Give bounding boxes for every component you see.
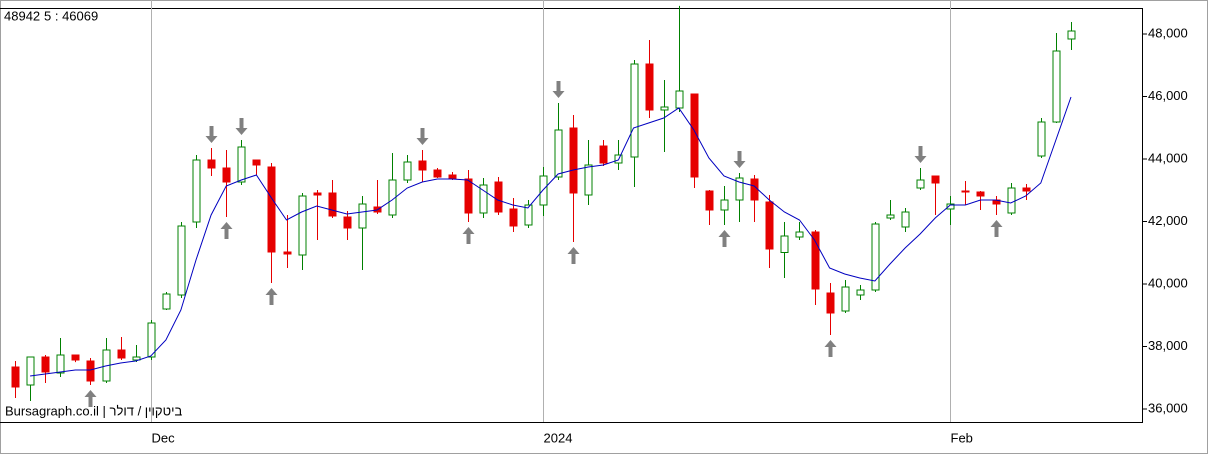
candle-body [705,190,714,211]
candle-body [464,178,473,214]
signal-arrow [914,146,927,163]
candle-body [207,159,216,169]
x-tick-label: Dec [152,430,176,445]
footer: Bursagraph.co.il | ביטקוין / דולר [5,403,182,418]
candle-body [826,292,835,314]
candle-body [509,208,518,227]
signal-arrow [567,247,580,264]
candle-body [765,201,774,250]
signal-arrow [205,126,218,143]
candle-body [1037,121,1046,157]
candle-body [132,356,141,361]
candle-body [1007,187,1016,214]
candle-body [630,63,639,158]
signal-arrow [718,230,731,247]
candle-body [871,223,880,291]
candle-body [192,159,201,223]
candle-body [931,175,940,184]
candle-body [569,127,578,194]
candle-body [916,179,925,189]
candle-body [71,354,80,361]
candle-body [901,211,910,228]
candle-body [252,159,261,166]
y-tick-label: 38,000 [1148,338,1188,353]
signal-arrow [416,128,429,145]
candle-body [313,192,322,196]
ma-label: 5 : 46069 [44,8,98,23]
y-tick-label: 44,000 [1148,150,1188,165]
signal-arrow [552,81,565,98]
candle-body [780,235,789,253]
info-left: 48942 [4,8,40,23]
candle-body [358,203,367,229]
candle-body [267,166,276,253]
candle-body [539,175,548,206]
candle-body [720,199,729,211]
y-tick-label: 40,000 [1148,275,1188,290]
candle-body [283,251,292,255]
signal-arrow [235,118,248,135]
candle-body [448,174,457,180]
candle-body [735,177,744,201]
candle-body [86,360,95,382]
candle-body [147,322,156,358]
candle-body [961,190,970,193]
candle-body [976,191,985,197]
candle-body [811,231,820,290]
signal-arrow [990,220,1003,237]
candle-body [795,231,804,238]
candle-body [886,214,895,219]
y-tick-label: 42,000 [1148,213,1188,228]
candle-body [524,204,533,226]
candle-body [479,184,488,214]
candle-body [433,169,442,178]
candle-body [26,356,35,386]
candle-body [403,161,412,181]
signal-arrow [265,288,278,305]
candle-body [599,145,608,164]
moving-average [30,96,1072,377]
candle-body [841,286,850,312]
candle-body [1052,50,1061,123]
candle-body [660,106,669,111]
candle-body [328,192,337,217]
signal-arrow [733,151,746,168]
candle-body [554,129,563,178]
signal-arrow [462,227,475,244]
candle-body [11,366,20,388]
candle-body [946,203,955,210]
y-tick-label: 36,000 [1148,400,1188,415]
signal-arrow [220,222,233,239]
candle-body [177,225,186,296]
candle-body [494,181,503,213]
signal-arrow [84,390,97,407]
marks-layer [11,5,1076,407]
candle-body [584,164,593,196]
candle-body [117,349,126,359]
candle-body [418,160,427,171]
candle-body [222,167,231,183]
candle-body [162,293,171,310]
candle-body [856,289,865,296]
candle-body [1022,187,1031,192]
x-tick-label: 2024 [544,430,573,445]
candle-body [343,216,352,229]
candle-body [1067,30,1076,40]
candle-body [56,354,65,374]
candle-body [675,90,684,109]
candle-body [645,63,654,111]
candle-body [750,178,759,201]
y-tick-label: 48,000 [1148,25,1188,40]
candle-body [41,356,50,373]
signal-arrow [824,340,837,357]
candle-body [690,93,699,178]
candle-body [237,146,246,183]
candle-body [298,195,307,256]
x-tick-label: Feb [951,430,973,445]
y-tick-label: 46,000 [1148,88,1188,103]
